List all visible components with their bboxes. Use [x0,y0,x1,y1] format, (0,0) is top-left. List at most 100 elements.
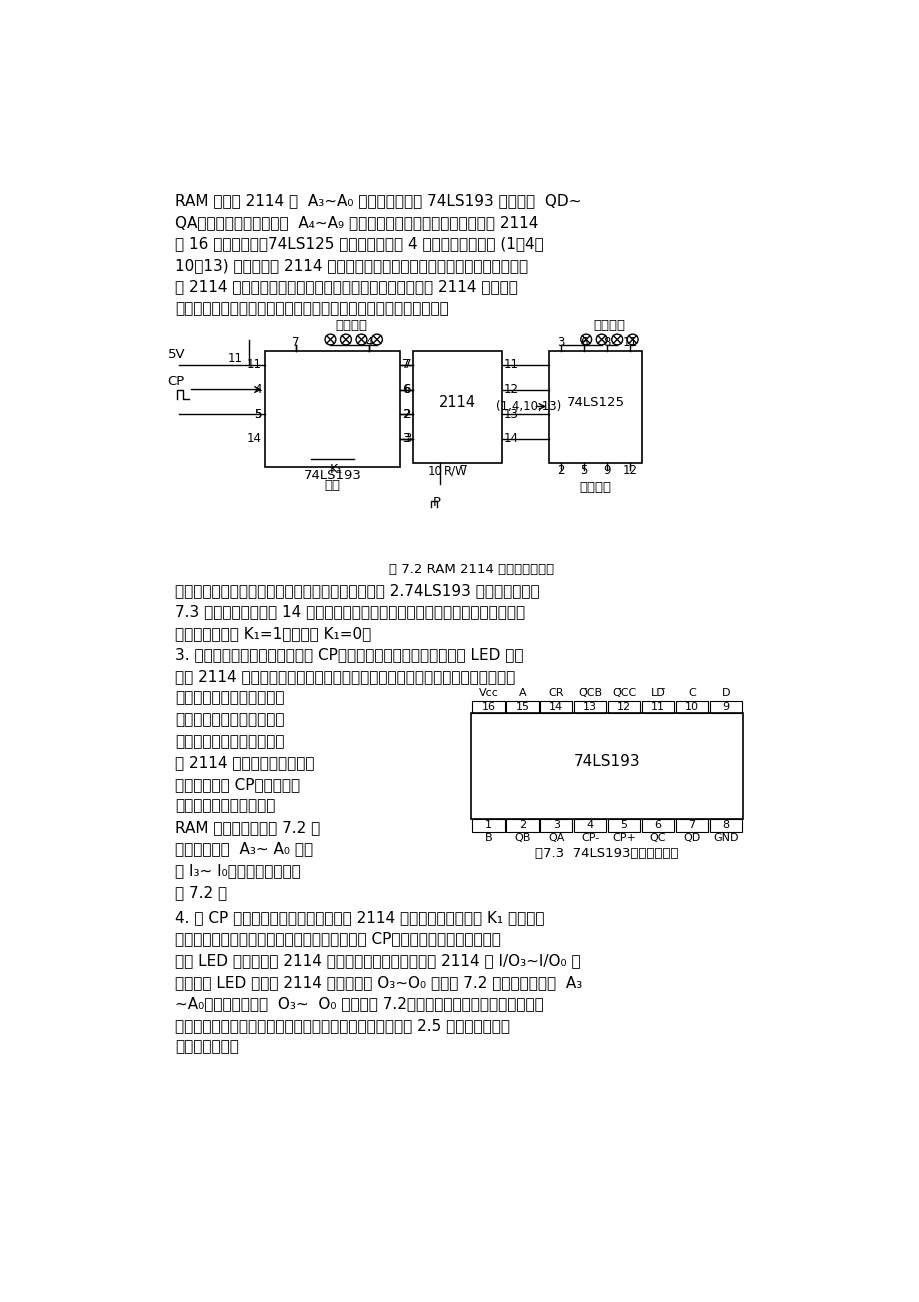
Text: 作时，三态门的使能端有效，三态门与数据开关接通。要写入的单元: 作时，三态门的使能端有效，三态门与数据开关接通。要写入的单元 [176,301,448,316]
Text: 图 7.2 RAM 2114 的读写实验电路: 图 7.2 RAM 2114 的读写实验电路 [389,562,553,575]
Text: Vcc: Vcc [478,687,498,698]
Text: 数据显示: 数据显示 [593,319,625,332]
Text: 3: 3 [552,820,559,831]
Text: 8: 8 [721,820,729,831]
Text: 7.3 所示，它的清零端 14 脚为高电平时，计数器清零，当它为低电平时执行计数: 7.3 所示，它的清零端 14 脚为高电平时，计数器清零，当它为低电平时执行计数 [176,604,525,620]
Text: 2: 2 [556,465,563,478]
Text: A: A [518,687,526,698]
Text: 74LS125: 74LS125 [566,396,624,409]
Text: 4: 4 [365,336,372,349]
Text: 13: 13 [504,408,518,421]
Text: 如果实验箱上的单次脉冲源不够用或性能不佳，可参考实验 2.5 用与非门实现单: 如果实验箱上的单次脉冲源不够用或性能不佳，可参考实验 2.5 用与非门实现单 [176,1018,510,1032]
Bar [607,700,640,713]
Text: 2: 2 [402,408,409,421]
Text: 15: 15 [515,702,528,712]
Bar [709,700,741,713]
Text: 据 I₃~ I₀，将实验结果填入: 据 I₃~ I₀，将实验结果填入 [176,863,301,878]
Text: 5: 5 [254,408,261,421]
Text: RAM 存储器 2114 的  A₃~A₀ 接二进制计数器 74LS193 的输出端  QD~: RAM 存储器 2114 的 A₃~A₀ 接二进制计数器 74LS193 的输出… [176,193,581,208]
Text: 16: 16 [481,702,495,712]
Text: 地址由计数器决定，而要写入的数据由数据开关决定 2.74LS193 的引脚排列如图: 地址由计数器决定，而要写入的数据由数据开关决定 2.74LS193 的引脚排列如… [176,583,539,598]
Bar [539,819,572,832]
Text: 11: 11 [246,358,261,371]
Text: 地址显示: 地址显示 [335,319,367,332]
Bar [573,700,606,713]
Text: 数据开关: 数据开关 [579,482,611,495]
Text: 图7.3  74LS193的引脚排列图: 图7.3 74LS193的引脚排列图 [535,846,678,859]
Text: 2: 2 [518,820,526,831]
Text: 当 2114 执行读操作时，三态门的输出应该呈高阻状态；当 2114 执行写操: 当 2114 执行读操作时，三态门的输出应该呈高阻状态；当 2114 执行写操 [176,280,517,294]
Bar [709,819,741,832]
Text: RAM 存储单元。按表 7.2 的: RAM 存储单元。按表 7.2 的 [176,820,321,835]
Text: 3: 3 [556,336,563,349]
Text: 11: 11 [651,702,664,712]
Text: LD̅: LD̅ [650,687,664,698]
Text: QC: QC [649,833,665,844]
Bar [675,700,708,713]
Text: CP+: CP+ [611,833,635,844]
Text: 4: 4 [586,820,593,831]
Text: 其为低电平时有两个作用，: 其为低电平时有两个作用， [176,712,285,728]
Text: 一是使三态门工作，二是使: 一是使三态门工作，二是使 [176,734,285,749]
Text: 3. 按动连接在计数器的单次脉冲 CP，根据与计数器输出相连的四个 LED 可以: 3. 按动连接在计数器的单次脉冲 CP，根据与计数器输出相连的四个 LED 可以 [176,647,524,663]
Text: 清零: 清零 [324,479,340,492]
Bar [471,700,505,713]
Text: 四个 LED 的状态确定 2114 的存储单元的地址。通过与 2114 的 I/O₃~I/O₀ 相: 四个 LED 的状态确定 2114 的存储单元的地址。通过与 2114 的 I/… [176,953,581,969]
Text: 74LS193: 74LS193 [573,754,640,769]
Bar [471,819,505,832]
Text: 2114: 2114 [439,395,476,410]
Text: 11: 11 [504,358,518,371]
Bar [549,352,641,462]
Text: 4: 4 [254,383,261,396]
Text: 14: 14 [504,432,518,445]
Text: R/W̅: R/W̅ [444,465,468,478]
Text: (1,4,10,13): (1,4,10,13) [495,400,561,413]
Bar [265,352,400,466]
Text: 7: 7 [687,820,695,831]
Text: CR: CR [548,687,563,698]
Text: 12: 12 [504,383,518,396]
Text: 2: 2 [403,408,411,421]
Text: B: B [484,833,492,844]
Text: 6: 6 [403,383,411,396]
Bar [539,700,572,713]
Text: 连的四个 LED 观察从 2114 读出的数据 O₃~O₀ 。按表 7.2 的要求改变地址  A₃: 连的四个 LED 观察从 2114 读出的数据 O₃~O₀ 。按表 7.2 的要… [176,975,582,990]
Bar [471,713,742,819]
Text: 10: 10 [427,465,442,478]
Text: 要求改变地址  A₃~ A₀ 和数: 要求改变地址 A₃~ A₀ 和数 [176,841,313,857]
Text: GND: GND [712,833,738,844]
Text: QB: QB [514,833,530,844]
Text: 的 16 个存储单元。74LS125 为三态门，它的 4 个三态门的使能端 (1，4，: 的 16 个存储单元。74LS125 为三态门，它的 4 个三态门的使能端 (1… [176,237,544,251]
Text: 9: 9 [721,702,729,712]
Text: Q̅CB: Q̅CB [577,687,602,698]
Text: 14: 14 [549,702,562,712]
Text: 给定的数据写入到指定的: 给定的数据写入到指定的 [176,798,276,814]
Bar [675,819,708,832]
Text: K₁: K₁ [329,464,342,477]
Text: 8: 8 [603,336,610,349]
Text: 得 2114 的写控制有效。所以: 得 2114 的写控制有效。所以 [176,755,314,771]
Text: ~A₀，将读出的结果  O₃~  O₀ 填入按表 7.2，并比较是否与写入的数据一致。: ~A₀，将读出的结果 O₃~ O₀ 填入按表 7.2，并比较是否与写入的数据一致… [176,996,544,1012]
Text: 5: 5 [254,408,261,421]
Text: 表 7.2 。: 表 7.2 。 [176,884,227,900]
Text: 1: 1 [484,820,492,831]
Text: 11: 11 [228,353,243,366]
Text: 10: 10 [684,702,698,712]
Text: QD: QD [683,833,699,844]
Bar [573,819,606,832]
Text: 14: 14 [246,432,261,445]
Text: 4. 让 CP 为高电平，关闭三态门，并使 2114 处于读工作状态。用 K₁ 对计数器: 4. 让 CP 为高电平，关闭三态门，并使 2114 处于读工作状态。用 K₁ … [176,910,544,924]
Text: 13: 13 [583,702,596,712]
Text: D: D [720,687,730,698]
Bar [607,819,640,832]
Text: 6: 6 [653,820,661,831]
Text: 9: 9 [603,465,610,478]
Text: 5V: 5V [167,349,185,362]
Text: Q̅CC: Q̅CC [611,687,636,698]
Bar [505,700,538,713]
Text: 74LS193: 74LS193 [303,469,361,482]
Text: 5: 5 [580,465,587,478]
Text: 12: 12 [622,465,637,478]
Text: C: C [687,687,695,698]
Text: 7: 7 [403,358,411,371]
